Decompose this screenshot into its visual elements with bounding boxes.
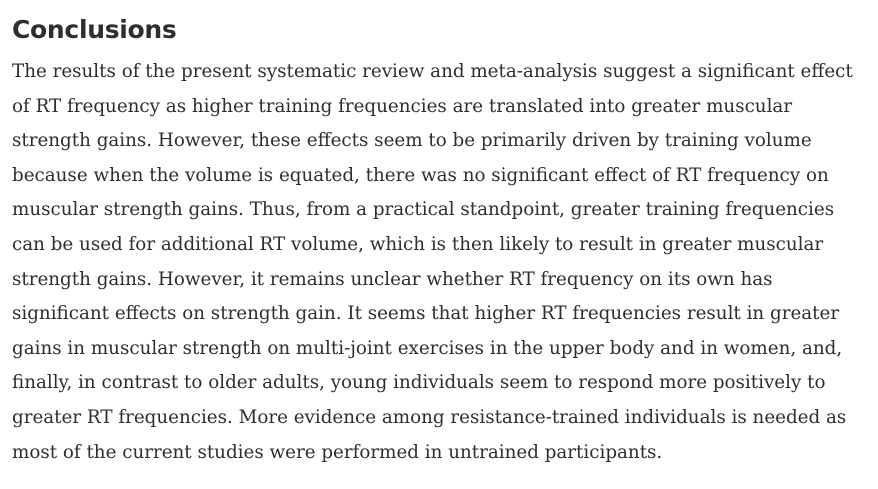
paragraph-line: greater RT frequencies. More evidence am…: [12, 406, 847, 428]
paragraph-line: strength gains. However, it remains uncl…: [12, 268, 773, 290]
section-heading: Conclusions: [12, 15, 177, 44]
paragraph-line: muscular strength gains. Thus, from a pr…: [12, 199, 835, 221]
paragraph-line: gains in muscular strength on multi-join…: [12, 337, 843, 359]
paragraph-line: strength gains. However, these effects s…: [12, 130, 812, 152]
paragraph-line: The results of the present systematic re…: [12, 61, 853, 82]
conclusions-paragraph: The results of the present systematic re…: [12, 55, 868, 470]
paragraph-line: significant effects on strength gain. It…: [12, 303, 840, 325]
paragraph-line: because when the volume is equated, ther…: [12, 164, 829, 186]
paragraph-line: most of the current studies were perform…: [12, 441, 663, 463]
paragraph-line: of RT frequency as higher training frequ…: [12, 95, 793, 117]
conclusions-section: Conclusions The results of the present s…: [12, 12, 868, 470]
paragraph-line: finally, in contrast to older adults, yo…: [12, 372, 826, 394]
paragraph-line: can be used for additional RT volume, wh…: [12, 233, 824, 255]
